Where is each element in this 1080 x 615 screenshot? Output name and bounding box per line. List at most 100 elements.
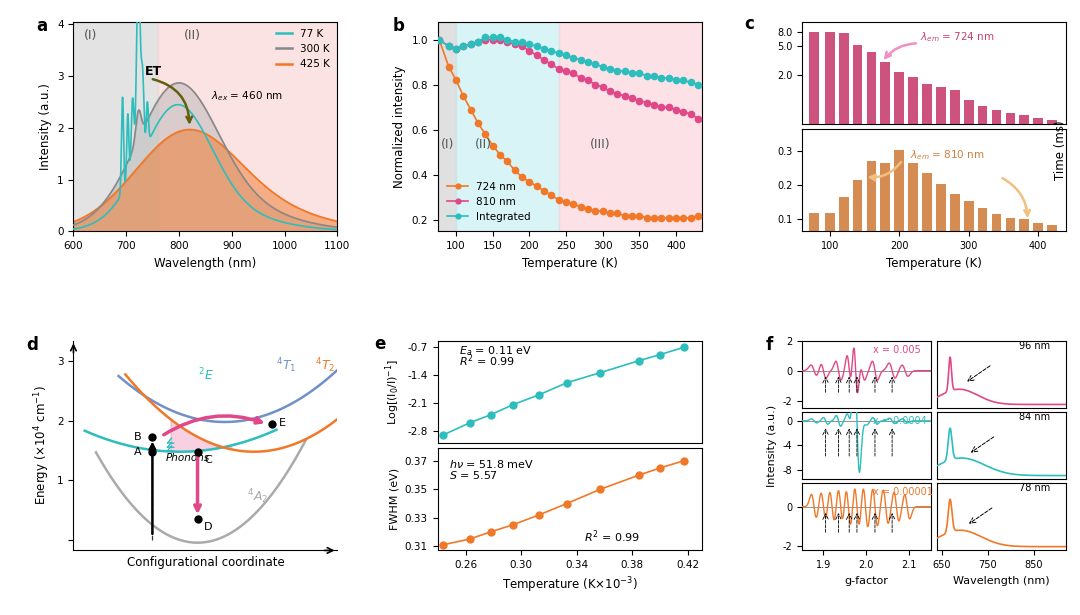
810 nm [589, 81, 602, 89]
724 nm [538, 187, 551, 194]
724 nm [596, 207, 609, 215]
810 nm [618, 92, 631, 100]
810 nm [486, 36, 499, 43]
Bar [1020, 116, 1029, 615]
Bar [922, 84, 932, 615]
Y-axis label: Normalized intensity: Normalized intensity [393, 65, 406, 188]
810 nm [523, 47, 536, 55]
810 nm [625, 95, 638, 102]
724 nm [685, 214, 698, 221]
724 nm [633, 212, 646, 220]
Text: A: A [134, 447, 141, 458]
Text: (II): (II) [474, 138, 491, 151]
X-axis label: Temperature (K): Temperature (K) [522, 256, 618, 270]
724 nm [509, 167, 522, 174]
Integrated [633, 69, 646, 77]
Integrated [567, 54, 580, 62]
Bar [936, 184, 946, 253]
724 nm [648, 214, 661, 221]
Text: $h\nu$ = 51.8 meV: $h\nu$ = 51.8 meV [449, 458, 534, 470]
Bar [437, 22, 456, 231]
810 nm [501, 38, 514, 46]
Integrated [545, 47, 558, 55]
Legend: 77 K, 300 K, 425 K: 77 K, 300 K, 425 K [274, 26, 333, 71]
Text: $^2E$: $^2E$ [198, 367, 214, 383]
810 nm [464, 41, 477, 48]
724 nm [501, 158, 514, 165]
Text: x = 0.005: x = 0.005 [873, 345, 920, 355]
724 nm [494, 151, 507, 159]
Integrated [515, 38, 528, 46]
Text: (I): (I) [84, 29, 97, 42]
Text: (I): (I) [441, 138, 454, 151]
724 nm [472, 119, 485, 127]
Integrated [670, 76, 683, 84]
Integrated [618, 68, 631, 75]
Integrated [604, 65, 617, 73]
Integrated [478, 34, 491, 41]
724 nm [654, 214, 667, 221]
Bar [809, 213, 819, 253]
Text: d: d [26, 336, 38, 354]
810 nm [494, 36, 507, 43]
Integrated [625, 69, 638, 77]
Text: c: c [744, 15, 754, 33]
Integrated [501, 36, 514, 43]
810 nm [648, 101, 661, 109]
724 nm [552, 196, 565, 204]
Y-axis label: Log[(I$_0$/I)$^{-1}$]: Log[(I$_0$/I)$^{-1}$] [383, 359, 402, 425]
810 nm [567, 69, 580, 77]
Text: $R^2$ = 0.99: $R^2$ = 0.99 [459, 352, 515, 369]
Integrated [559, 52, 572, 59]
724 nm [442, 63, 455, 70]
Text: a: a [37, 17, 48, 35]
810 nm [611, 90, 624, 97]
810 nm [654, 103, 667, 111]
Bar [963, 200, 973, 253]
724 nm [618, 212, 631, 220]
Text: $R^2$ = 0.99: $R^2$ = 0.99 [583, 529, 639, 546]
Integrated [457, 42, 470, 50]
724 nm [567, 200, 580, 208]
Integrated [494, 34, 507, 41]
Integrated [449, 45, 462, 52]
724 nm [662, 214, 675, 221]
Integrated [509, 38, 522, 46]
Text: $\lambda_{em}$ = 810 nm: $\lambda_{em}$ = 810 nm [909, 148, 984, 162]
Bar [866, 52, 876, 615]
Text: (III): (III) [590, 138, 610, 151]
Line: Integrated: Integrated [435, 33, 702, 89]
724 nm [545, 192, 558, 199]
724 nm [464, 106, 477, 113]
810 nm [509, 41, 522, 48]
724 nm [449, 76, 462, 84]
Bar [1048, 224, 1057, 253]
810 nm [581, 76, 594, 84]
Bar [1034, 223, 1043, 253]
X-axis label: Configurational coordinate: Configurational coordinate [126, 556, 284, 569]
Integrated [677, 76, 690, 84]
810 nm [538, 56, 551, 63]
X-axis label: Temperature (K): Temperature (K) [886, 256, 982, 270]
724 nm [640, 214, 653, 221]
Bar [1020, 220, 1029, 253]
Text: $E_a$ = 0.11 eV: $E_a$ = 0.11 eV [459, 344, 531, 357]
Y-axis label: FWHM (eV): FWHM (eV) [389, 468, 400, 530]
Text: 84 nm: 84 nm [1020, 412, 1051, 422]
Text: b: b [393, 17, 405, 35]
810 nm [662, 103, 675, 111]
Text: (II): (II) [185, 29, 201, 42]
Bar [558, 22, 702, 231]
X-axis label: Temperature (K$\times$10$^{-3}$): Temperature (K$\times$10$^{-3}$) [502, 576, 637, 595]
810 nm [449, 45, 462, 52]
Text: $S$ = 5.57: $S$ = 5.57 [449, 469, 498, 482]
Text: E: E [279, 418, 286, 428]
810 nm [596, 83, 609, 90]
810 nm [457, 42, 470, 50]
810 nm [515, 42, 528, 50]
Integrated [648, 72, 661, 79]
Integrated [589, 61, 602, 68]
Integrated [442, 42, 455, 50]
Text: 96 nm: 96 nm [1020, 341, 1051, 351]
Line: 724 nm: 724 nm [435, 36, 702, 221]
